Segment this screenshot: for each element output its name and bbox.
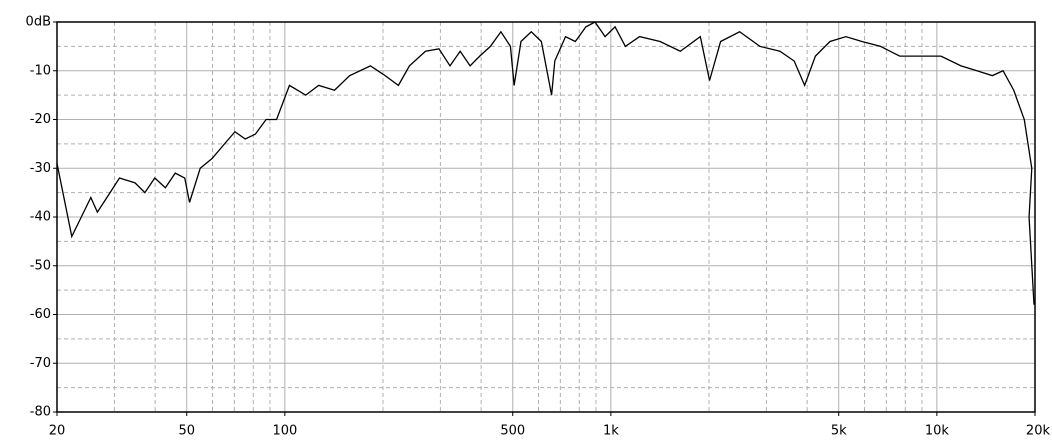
x-tick-label: 100 <box>272 424 297 439</box>
y-tick-label: -80 <box>30 405 51 420</box>
y-tick-label: -70 <box>30 356 51 371</box>
y-tick-label: -50 <box>30 258 51 273</box>
y-tick-label: 0dB <box>26 15 51 30</box>
response-line <box>56 21 1035 305</box>
x-tick-label: 10k <box>925 424 950 439</box>
y-tick-label: -60 <box>30 307 51 322</box>
plot-frame <box>56 21 1036 413</box>
y-tick-label: -10 <box>30 63 51 78</box>
x-tick-label: 20 <box>49 424 66 439</box>
x-tick-label: 1k <box>603 424 619 439</box>
y-tick-label: -20 <box>30 112 51 127</box>
y-tick-label: -40 <box>30 210 51 225</box>
x-tick-label: 20k <box>1026 424 1051 439</box>
x-tick-label: 500 <box>500 424 525 439</box>
y-tick-label: -30 <box>30 161 51 176</box>
x-tick-label: 5k <box>831 424 847 439</box>
x-tick-label: 50 <box>178 424 195 439</box>
